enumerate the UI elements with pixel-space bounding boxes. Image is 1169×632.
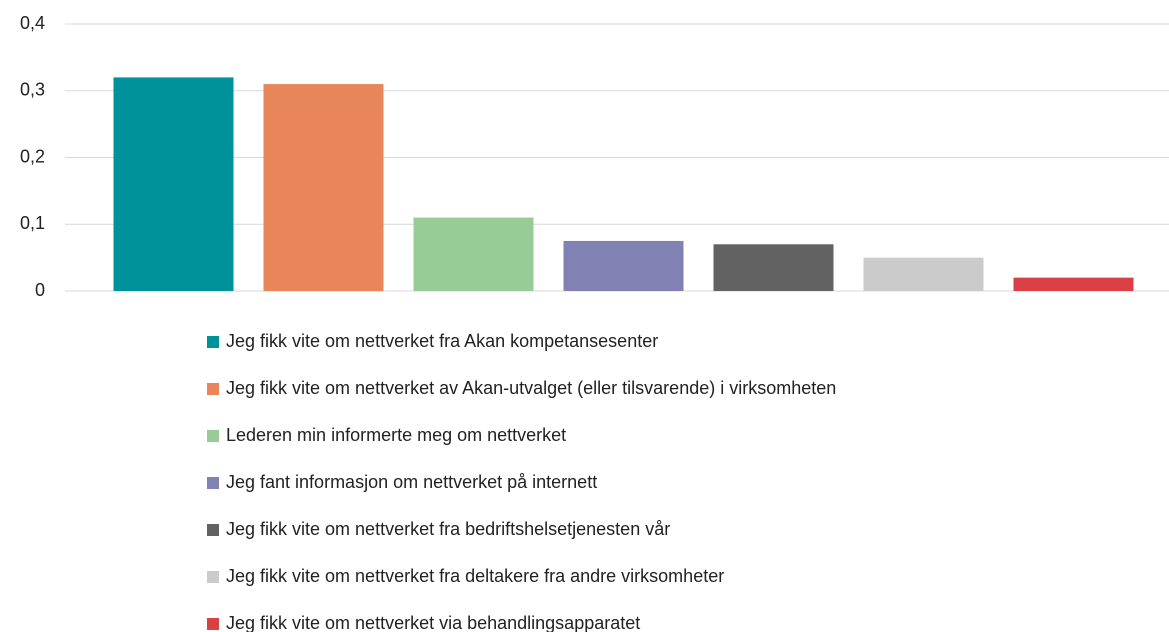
legend-swatch (207, 477, 219, 489)
y-tick-label: 0 (35, 280, 45, 300)
bar (113, 77, 234, 292)
legend-label: Jeg fikk vite om nettverket fra deltaker… (226, 566, 724, 586)
legend-swatch (207, 618, 219, 630)
legend-label: Jeg fikk vite om nettverket av Akan-utva… (226, 378, 836, 398)
legend-label: Lederen min informerte meg om nettverket (226, 425, 566, 445)
legend-swatch (207, 524, 219, 536)
bar (863, 257, 984, 291)
legend-swatch (207, 571, 219, 583)
y-tick-label: 0,4 (20, 13, 45, 33)
bar (263, 84, 384, 291)
y-tick-label: 0,3 (20, 80, 45, 100)
legend-label: Jeg fikk vite om nettverket fra Akan kom… (226, 331, 658, 351)
legend-label: Jeg fikk vite om nettverket via behandli… (226, 613, 640, 632)
legend-label: Jeg fikk vite om nettverket fra bedrifts… (226, 519, 670, 539)
legend-swatch (207, 336, 219, 348)
y-tick-label: 0,2 (20, 146, 45, 166)
bar (413, 217, 534, 291)
legend-swatch (207, 430, 219, 442)
legend-label: Jeg fant informasjon om nettverket på in… (226, 472, 597, 492)
bar (563, 240, 684, 291)
legend-swatch (207, 383, 219, 395)
bar (1013, 277, 1134, 291)
y-tick-label: 0,1 (20, 213, 45, 233)
bar (713, 244, 834, 291)
